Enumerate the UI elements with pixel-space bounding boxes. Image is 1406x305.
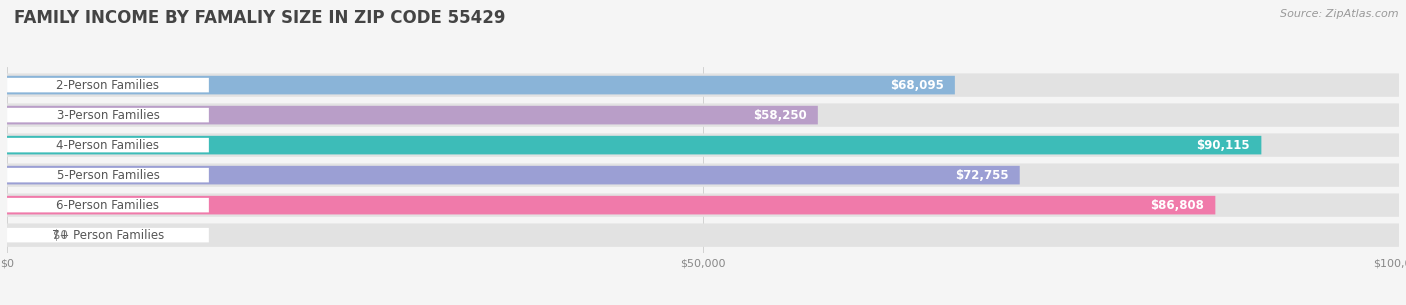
Text: 7+ Person Families: 7+ Person Families	[52, 229, 165, 242]
FancyBboxPatch shape	[7, 168, 209, 182]
FancyBboxPatch shape	[7, 133, 1399, 157]
Text: 5-Person Families: 5-Person Families	[56, 169, 159, 182]
Text: Source: ZipAtlas.com: Source: ZipAtlas.com	[1281, 9, 1399, 19]
FancyBboxPatch shape	[7, 106, 818, 124]
Text: 2-Person Families: 2-Person Families	[56, 79, 159, 92]
FancyBboxPatch shape	[7, 196, 1215, 214]
Text: FAMILY INCOME BY FAMALIY SIZE IN ZIP CODE 55429: FAMILY INCOME BY FAMALIY SIZE IN ZIP COD…	[14, 9, 506, 27]
FancyBboxPatch shape	[7, 108, 209, 122]
Text: $72,755: $72,755	[955, 169, 1008, 182]
FancyBboxPatch shape	[7, 76, 955, 95]
FancyBboxPatch shape	[7, 74, 1399, 97]
Text: $58,250: $58,250	[754, 109, 807, 122]
FancyBboxPatch shape	[7, 78, 209, 92]
Text: $90,115: $90,115	[1197, 138, 1250, 152]
FancyBboxPatch shape	[7, 103, 1399, 127]
FancyBboxPatch shape	[7, 198, 209, 212]
FancyBboxPatch shape	[7, 138, 209, 152]
FancyBboxPatch shape	[7, 193, 1399, 217]
FancyBboxPatch shape	[7, 163, 1399, 187]
FancyBboxPatch shape	[7, 228, 209, 242]
Text: $0: $0	[53, 229, 67, 242]
Text: 3-Person Families: 3-Person Families	[56, 109, 159, 122]
FancyBboxPatch shape	[7, 166, 1019, 185]
Text: $68,095: $68,095	[890, 79, 943, 92]
FancyBboxPatch shape	[7, 224, 1399, 247]
Text: 4-Person Families: 4-Person Families	[56, 138, 159, 152]
FancyBboxPatch shape	[7, 136, 1261, 154]
Text: $86,808: $86,808	[1150, 199, 1204, 212]
Text: 6-Person Families: 6-Person Families	[56, 199, 159, 212]
